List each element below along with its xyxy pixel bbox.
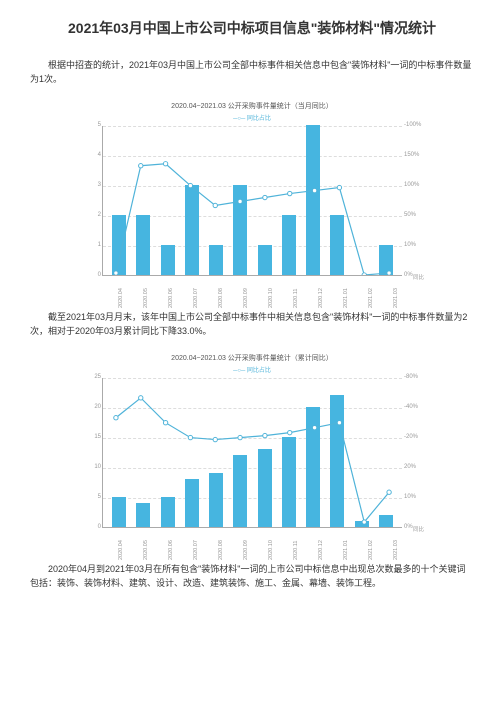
y-right-label: 10% — [404, 494, 424, 500]
x-label: 2020.07 — [193, 288, 199, 308]
y-right-label: 100% — [404, 182, 424, 188]
y-right-title: 同比 — [413, 273, 424, 281]
paragraph-2: 截至2021年03月月末，该年中国上市公司全部中标事件中相关信息包含"装饰材料"… — [30, 310, 474, 339]
chart-1-legend: 同比占比 — [102, 113, 402, 122]
bar — [112, 215, 126, 275]
y-left-label: 5 — [89, 494, 101, 500]
chart-2-title: 2020.04~2021.03 公开采购事件量统计（累计同比） — [102, 353, 402, 363]
y-right-label: 20% — [404, 464, 424, 470]
x-label: 2021.03 — [393, 288, 399, 308]
chart-1: 2020.04~2021.03 公开采购事件量统计（当月同比） 同比占比 012… — [102, 101, 402, 276]
y-right-label: 10% — [404, 242, 424, 248]
y-left-label: 10 — [89, 464, 101, 470]
x-label: 2020.10 — [268, 540, 274, 560]
y-left-label: 25 — [89, 374, 101, 380]
y-left-label: 20 — [89, 404, 101, 410]
bar — [209, 473, 223, 527]
x-label: 2020.06 — [168, 288, 174, 308]
bar — [185, 185, 199, 275]
x-label: 2020.08 — [218, 288, 224, 308]
chart-1-title: 2020.04~2021.03 公开采购事件量统计（当月同比） — [102, 101, 402, 111]
bar — [306, 125, 320, 275]
y-right-label: -100% — [404, 122, 424, 128]
y-left-label: 2 — [89, 212, 101, 218]
bar — [306, 407, 320, 527]
x-label: 2020.12 — [318, 288, 324, 308]
bar — [136, 503, 150, 527]
y-right-label: -20% — [404, 434, 424, 440]
bar — [185, 479, 199, 527]
x-label: 2020.05 — [143, 288, 149, 308]
x-label: 2020.06 — [168, 540, 174, 560]
x-label: 2021.03 — [393, 540, 399, 560]
bar — [355, 521, 369, 527]
bar — [282, 437, 296, 527]
y-left-label: 0 — [89, 524, 101, 530]
page-title: 2021年03月中国上市公司中标项目信息"装饰材料"情况统计 — [30, 18, 474, 38]
y-left-label: 0 — [89, 272, 101, 278]
bar — [161, 245, 175, 275]
y-right-label: -40% — [404, 404, 424, 410]
bar — [258, 449, 272, 527]
chart-2-legend: 同比占比 — [102, 365, 402, 374]
y-right-label: -80% — [404, 374, 424, 380]
paragraph-1: 根据中招查的统计，2021年03月中国上市公司全部中标事件相关信息中包含"装饰材… — [30, 58, 474, 87]
bar — [112, 497, 126, 527]
x-label: 2021.01 — [343, 540, 349, 560]
x-label: 2021.01 — [343, 288, 349, 308]
x-label: 2020.09 — [243, 288, 249, 308]
x-label: 2020.10 — [268, 288, 274, 308]
y-right-label: 50% — [404, 212, 424, 218]
x-label: 2020.05 — [143, 540, 149, 560]
bar — [379, 245, 393, 275]
chart-1-area: 0123450%10%50%100%150%-100%同比2020.042020… — [102, 126, 402, 276]
x-label: 2020.12 — [318, 540, 324, 560]
paragraph-3: 2020年04月到2021年03月在所有包含"装饰材料"一词的上市公司中标信息中… — [30, 562, 474, 591]
bar — [233, 185, 247, 275]
bar — [233, 455, 247, 527]
chart-2-area: 05101520250%10%20%-20%-40%-80%同比2020.042… — [102, 378, 402, 528]
x-label: 2020.08 — [218, 540, 224, 560]
y-left-label: 1 — [89, 242, 101, 248]
bar — [136, 215, 150, 275]
x-label: 2020.04 — [118, 288, 124, 308]
x-label: 2020.04 — [118, 540, 124, 560]
chart-2: 2020.04~2021.03 公开采购事件量统计（累计同比） 同比占比 051… — [102, 353, 402, 528]
x-label: 2020.07 — [193, 540, 199, 560]
bar — [330, 215, 344, 275]
x-label: 2020.11 — [293, 288, 299, 307]
bar — [379, 515, 393, 527]
bar — [209, 245, 223, 275]
y-left-label: 3 — [89, 182, 101, 188]
bar — [330, 395, 344, 527]
y-left-label: 4 — [89, 152, 101, 158]
bar — [161, 497, 175, 527]
x-label: 2020.09 — [243, 540, 249, 560]
bar — [282, 215, 296, 275]
y-left-label: 15 — [89, 434, 101, 440]
y-right-title: 同比 — [413, 525, 424, 533]
x-label: 2021.02 — [368, 288, 374, 308]
bar — [258, 245, 272, 275]
x-label: 2021.02 — [368, 540, 374, 560]
y-right-label: 150% — [404, 152, 424, 158]
x-label: 2020.11 — [293, 540, 299, 559]
y-left-label: 5 — [89, 122, 101, 128]
